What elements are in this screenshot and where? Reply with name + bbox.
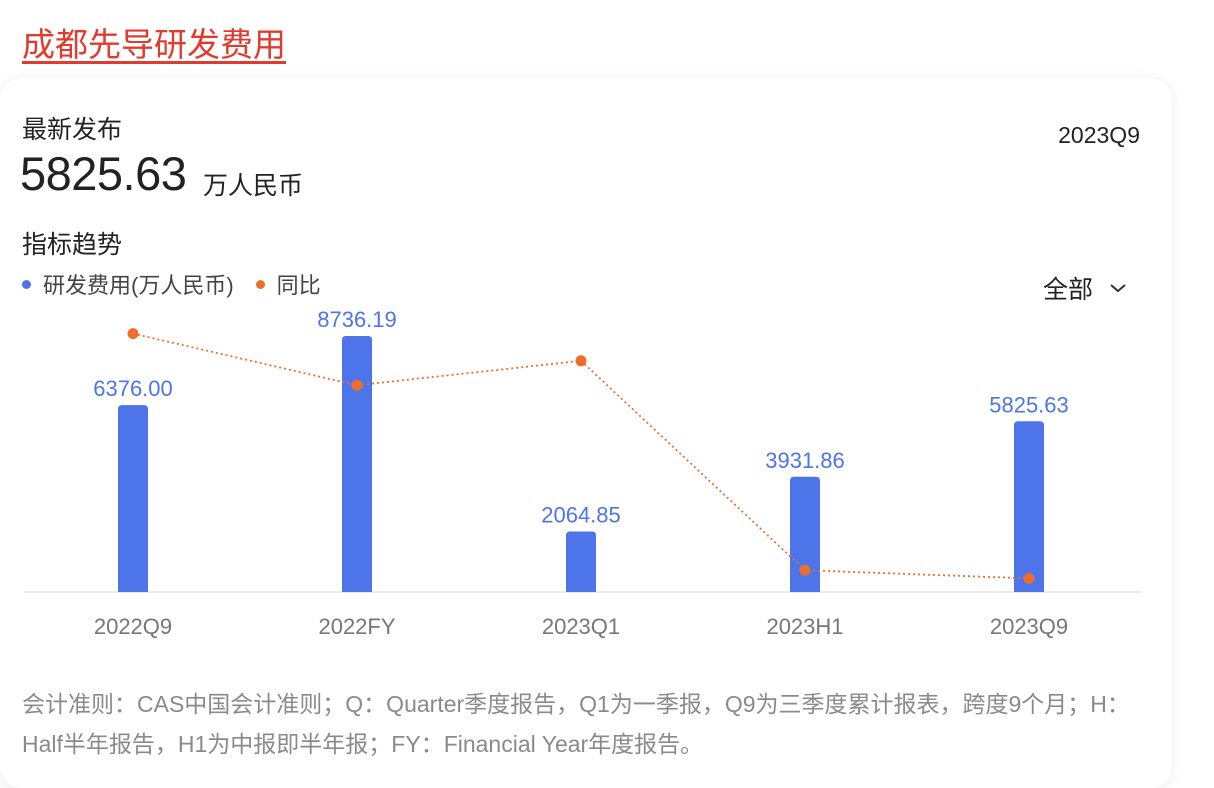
bar-value-label-2023Q1: 2064.85 [541, 502, 621, 527]
legend-label-rd-expense: 研发费用(万人民币) [43, 273, 234, 298]
bar-2022FY [342, 336, 372, 592]
chevron-down-icon [1110, 284, 1126, 293]
range-dropdown[interactable]: 全部 [1043, 270, 1127, 306]
page-title-link[interactable]: 成都先导研发费用 [22, 26, 286, 63]
bar-value-label-2022FY: 8736.19 [317, 307, 397, 332]
chart-legend: 研发费用(万人民币) 同比 [22, 268, 343, 300]
yoy-point-2023Q9 [1023, 572, 1035, 584]
yoy-point-2023H1 [799, 564, 811, 576]
bar-2023Q9 [1014, 421, 1044, 592]
bar-value-label-2022Q9: 6376.00 [93, 376, 173, 401]
bar-value-label-2023Q9: 5825.63 [989, 392, 1069, 417]
bar-2022Q9 [118, 405, 148, 592]
range-dropdown-label: 全部 [1043, 276, 1094, 304]
bar-2023Q1 [566, 531, 596, 592]
yoy-point-2022FY [351, 379, 363, 391]
x-tick-label-2022Q9: 2022Q9 [94, 614, 172, 639]
yoy-point-2022Q9 [127, 328, 139, 340]
legend-dot-orange [255, 279, 265, 289]
trend-chart: 6376.00 2022Q9 8736.19 2022FY 2064.85 2023Q1 3… [24, 307, 1141, 639]
latest-value-unit: 万人民币 [203, 172, 304, 200]
legend-label-yoy: 同比 [276, 273, 321, 298]
x-tick-label-2023H1: 2023H1 [766, 614, 843, 639]
latest-release-label: 最新发布 [22, 116, 123, 144]
legend-item-yoy[interactable]: 同比 [255, 268, 321, 300]
legend-dot-blue [22, 279, 31, 289]
trend-section-title: 指标趋势 [22, 231, 123, 259]
x-tick-label-2022FY: 2022FY [318, 614, 395, 639]
indicator-card [0, 78, 1172, 788]
x-tick-label-2023Q1: 2023Q1 [542, 614, 620, 639]
legend-item-rd-expense[interactable]: 研发费用(万人民币) [22, 268, 234, 300]
accounting-footnote: 会计准则：CAS中国会计准则；Q：Quarter季度报告，Q1为一季报，Q9为三… [22, 691, 1130, 757]
latest-period: 2023Q9 [1058, 122, 1140, 148]
latest-value: 5825.63 [20, 147, 187, 200]
x-tick-label-2023Q9: 2023Q9 [990, 614, 1068, 639]
bar-value-label-2023H1: 3931.86 [765, 448, 845, 473]
yoy-point-2023Q1 [575, 355, 587, 367]
